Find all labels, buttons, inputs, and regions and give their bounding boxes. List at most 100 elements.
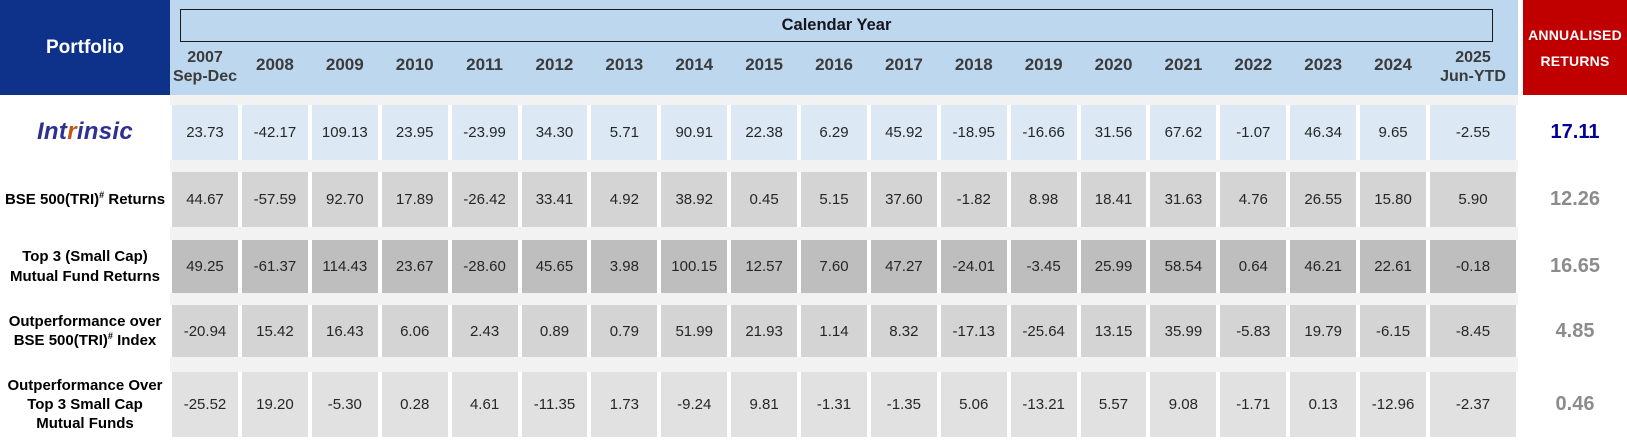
year-header-2009: 2009 bbox=[309, 42, 380, 95]
year-sublabel: Jun-YTD bbox=[1440, 68, 1506, 85]
data-cell-outperformance-over-top-3-small-cap-mutual-funds-2012: -11.35 bbox=[521, 372, 588, 437]
year-header-2014: 2014 bbox=[659, 42, 730, 95]
annualised-returns-line2: RETURNS bbox=[1540, 52, 1610, 69]
year-label: 2024 bbox=[1374, 54, 1412, 74]
data-cell-outperformance-over-bse-500-index-2020: 13.15 bbox=[1080, 305, 1147, 357]
data-cell-top-3-small-cap-mutual-fund-returns-2022: 0.64 bbox=[1220, 240, 1287, 293]
annualised-value-bse-500-tri-returns: 12.26 bbox=[1549, 188, 1601, 210]
data-cell-intrinsic-2025: -2.55 bbox=[1430, 105, 1516, 160]
data-cell-top-3-small-cap-mutual-fund-returns-2007: 49.25 bbox=[172, 240, 238, 293]
label-text: Mutual Funds bbox=[36, 415, 134, 433]
data-cell-bse-500-tri-returns-2009: 92.70 bbox=[311, 172, 378, 227]
data-cell-intrinsic-2007: 23.73 bbox=[172, 105, 238, 160]
data-cell-outperformance-over-top-3-small-cap-mutual-funds-2024: -12.96 bbox=[1360, 372, 1426, 437]
data-cell-intrinsic-2020: 31.56 bbox=[1080, 105, 1147, 160]
year-header-2017: 2017 bbox=[868, 42, 939, 95]
data-cell-top-3-small-cap-mutual-fund-returns-2025: -0.18 bbox=[1430, 240, 1516, 293]
data-cell-outperformance-over-top-3-small-cap-mutual-funds-2011: 4.61 bbox=[451, 372, 518, 437]
data-cell-intrinsic-2011: -23.99 bbox=[451, 105, 518, 160]
data-cell-top-3-small-cap-mutual-fund-returns-2018: -24.01 bbox=[940, 240, 1007, 293]
calendar-year-title-box: Calendar Year bbox=[180, 9, 1493, 42]
portfolio-header-label: Portfolio bbox=[45, 36, 125, 58]
year-header-2007: 2007 Sep-Dec bbox=[170, 42, 240, 95]
year-header-2011: 2011 bbox=[449, 42, 520, 95]
row-label-line: Mutual Fund Returns bbox=[10, 267, 160, 286]
year-label: 2016 bbox=[815, 54, 853, 74]
calendar-year-label: Calendar Year bbox=[781, 16, 892, 34]
year-label: 2012 bbox=[535, 54, 574, 74]
data-cell-top-3-small-cap-mutual-fund-returns-2020: 25.99 bbox=[1080, 240, 1147, 293]
data-cell-bse-500-tri-returns-2007: 44.67 bbox=[172, 172, 238, 227]
data-cell-intrinsic-2010: 23.95 bbox=[381, 105, 448, 160]
data-cell-outperformance-over-top-3-small-cap-mutual-funds-2007: -25.52 bbox=[172, 372, 238, 437]
hash-superscript: # bbox=[99, 189, 105, 200]
row-label-top-3-small-cap-mutual-fund-returns: Top 3 (Small Cap) Mutual Fund Returns bbox=[0, 240, 170, 293]
data-cell-bse-500-tri-returns-2025: 5.90 bbox=[1430, 172, 1516, 227]
data-cell-top-3-small-cap-mutual-fund-returns-2012: 45.65 bbox=[521, 240, 588, 293]
data-cell-outperformance-over-bse-500-index-2016: 1.14 bbox=[801, 305, 867, 357]
annualised-value-top-3-small-cap-mutual-fund-returns: 16.65 bbox=[1549, 255, 1601, 277]
data-cell-intrinsic-2017: 45.92 bbox=[870, 105, 937, 160]
data-cell-outperformance-over-bse-500-index-2018: -17.13 bbox=[940, 305, 1007, 357]
year-label: 2023 bbox=[1304, 54, 1343, 74]
row-label-line: Outperformance Over bbox=[7, 376, 162, 395]
data-cell-bse-500-tri-returns-2021: 31.63 bbox=[1150, 172, 1217, 227]
calendar-year-band: Calendar Year bbox=[170, 0, 1518, 42]
year-label: 2018 bbox=[954, 54, 993, 74]
data-cell-intrinsic-2015: 22.38 bbox=[731, 105, 798, 160]
data-cell-intrinsic-2008: -42.17 bbox=[242, 105, 308, 160]
data-cell-bse-500-tri-returns-2014: 38.92 bbox=[661, 172, 728, 227]
data-cell-bse-500-tri-returns-2010: 17.89 bbox=[381, 172, 448, 227]
logo-part: Int bbox=[36, 118, 68, 146]
row-label-line: Mutual Funds bbox=[36, 414, 134, 433]
data-cell-intrinsic-2021: 67.62 bbox=[1150, 105, 1217, 160]
year-header-2021: 2021 bbox=[1148, 42, 1219, 95]
year-header-2023: 2023 bbox=[1288, 42, 1359, 95]
year-label: 2025 bbox=[1455, 48, 1491, 66]
data-cell-outperformance-over-top-3-small-cap-mutual-funds-2015: 9.81 bbox=[731, 372, 798, 437]
row-label-intrinsic: Intrinsic bbox=[0, 105, 170, 160]
data-cell-outperformance-over-top-3-small-cap-mutual-funds-2013: 1.73 bbox=[591, 372, 658, 437]
data-cell-outperformance-over-bse-500-index-2007: -20.94 bbox=[172, 305, 238, 357]
year-label: 2019 bbox=[1024, 54, 1063, 74]
data-cell-intrinsic-2024: 9.65 bbox=[1360, 105, 1426, 160]
year-sublabel: Sep-Dec bbox=[172, 68, 238, 85]
data-cell-outperformance-over-top-3-small-cap-mutual-funds-2016: -1.31 bbox=[801, 372, 867, 437]
data-cell-bse-500-tri-returns-2008: -57.59 bbox=[242, 172, 308, 227]
year-header-2008: 2008 bbox=[240, 42, 310, 95]
data-cell-intrinsic-2016: 6.29 bbox=[801, 105, 867, 160]
data-cell-top-3-small-cap-mutual-fund-returns-2014: 100.15 bbox=[661, 240, 728, 293]
data-cell-bse-500-tri-returns-2018: -1.82 bbox=[940, 172, 1007, 227]
label-text: Outperformance over bbox=[8, 312, 162, 330]
label-text: BSE 500(TRI) bbox=[4, 190, 100, 208]
year-label: 2022 bbox=[1234, 54, 1273, 74]
data-cell-intrinsic-2013: 5.71 bbox=[591, 105, 658, 160]
data-cell-outperformance-over-top-3-small-cap-mutual-funds-2009: -5.30 bbox=[311, 372, 378, 437]
data-cell-outperformance-over-bse-500-index-2011: 2.43 bbox=[451, 305, 518, 357]
data-cell-intrinsic-2012: 34.30 bbox=[521, 105, 588, 160]
data-cell-outperformance-over-bse-500-index-2014: 51.99 bbox=[661, 305, 728, 357]
annualised-value-intrinsic: 17.11 bbox=[1550, 121, 1600, 143]
year-header-2022: 2022 bbox=[1218, 42, 1289, 95]
row-label-bse-500-tri-returns: BSE 500(TRI)# Returns bbox=[0, 172, 170, 227]
data-cell-outperformance-over-top-3-small-cap-mutual-funds-2020: 5.57 bbox=[1080, 372, 1147, 437]
year-header-2018: 2018 bbox=[938, 42, 1009, 95]
data-cell-outperformance-over-bse-500-index-2008: 15.42 bbox=[242, 305, 308, 357]
data-cell-outperformance-over-top-3-small-cap-mutual-funds-2018: 5.06 bbox=[940, 372, 1007, 437]
data-cell-outperformance-over-bse-500-index-2023: 19.79 bbox=[1290, 305, 1357, 357]
year-header-2025: 2025 Jun-YTD bbox=[1428, 42, 1518, 95]
year-label: 2015 bbox=[745, 54, 784, 74]
year-header-2016: 2016 bbox=[799, 42, 869, 95]
data-cell-outperformance-over-top-3-small-cap-mutual-funds-2008: 19.20 bbox=[242, 372, 308, 437]
data-cell-outperformance-over-top-3-small-cap-mutual-funds-2022: -1.71 bbox=[1220, 372, 1287, 437]
label-text: BSE 500(TRI) bbox=[13, 332, 108, 349]
row-label-line: Top 3 Small Cap bbox=[27, 395, 143, 414]
data-cell-bse-500-tri-returns-2022: 4.76 bbox=[1220, 172, 1287, 227]
year-label: 2007 bbox=[187, 48, 223, 66]
data-cell-intrinsic-2014: 90.91 bbox=[661, 105, 728, 160]
data-cell-top-3-small-cap-mutual-fund-returns-2015: 12.57 bbox=[731, 240, 798, 293]
year-label: 2020 bbox=[1094, 54, 1133, 74]
row-label-line: BSE 500(TRI)# Returns bbox=[5, 190, 165, 209]
